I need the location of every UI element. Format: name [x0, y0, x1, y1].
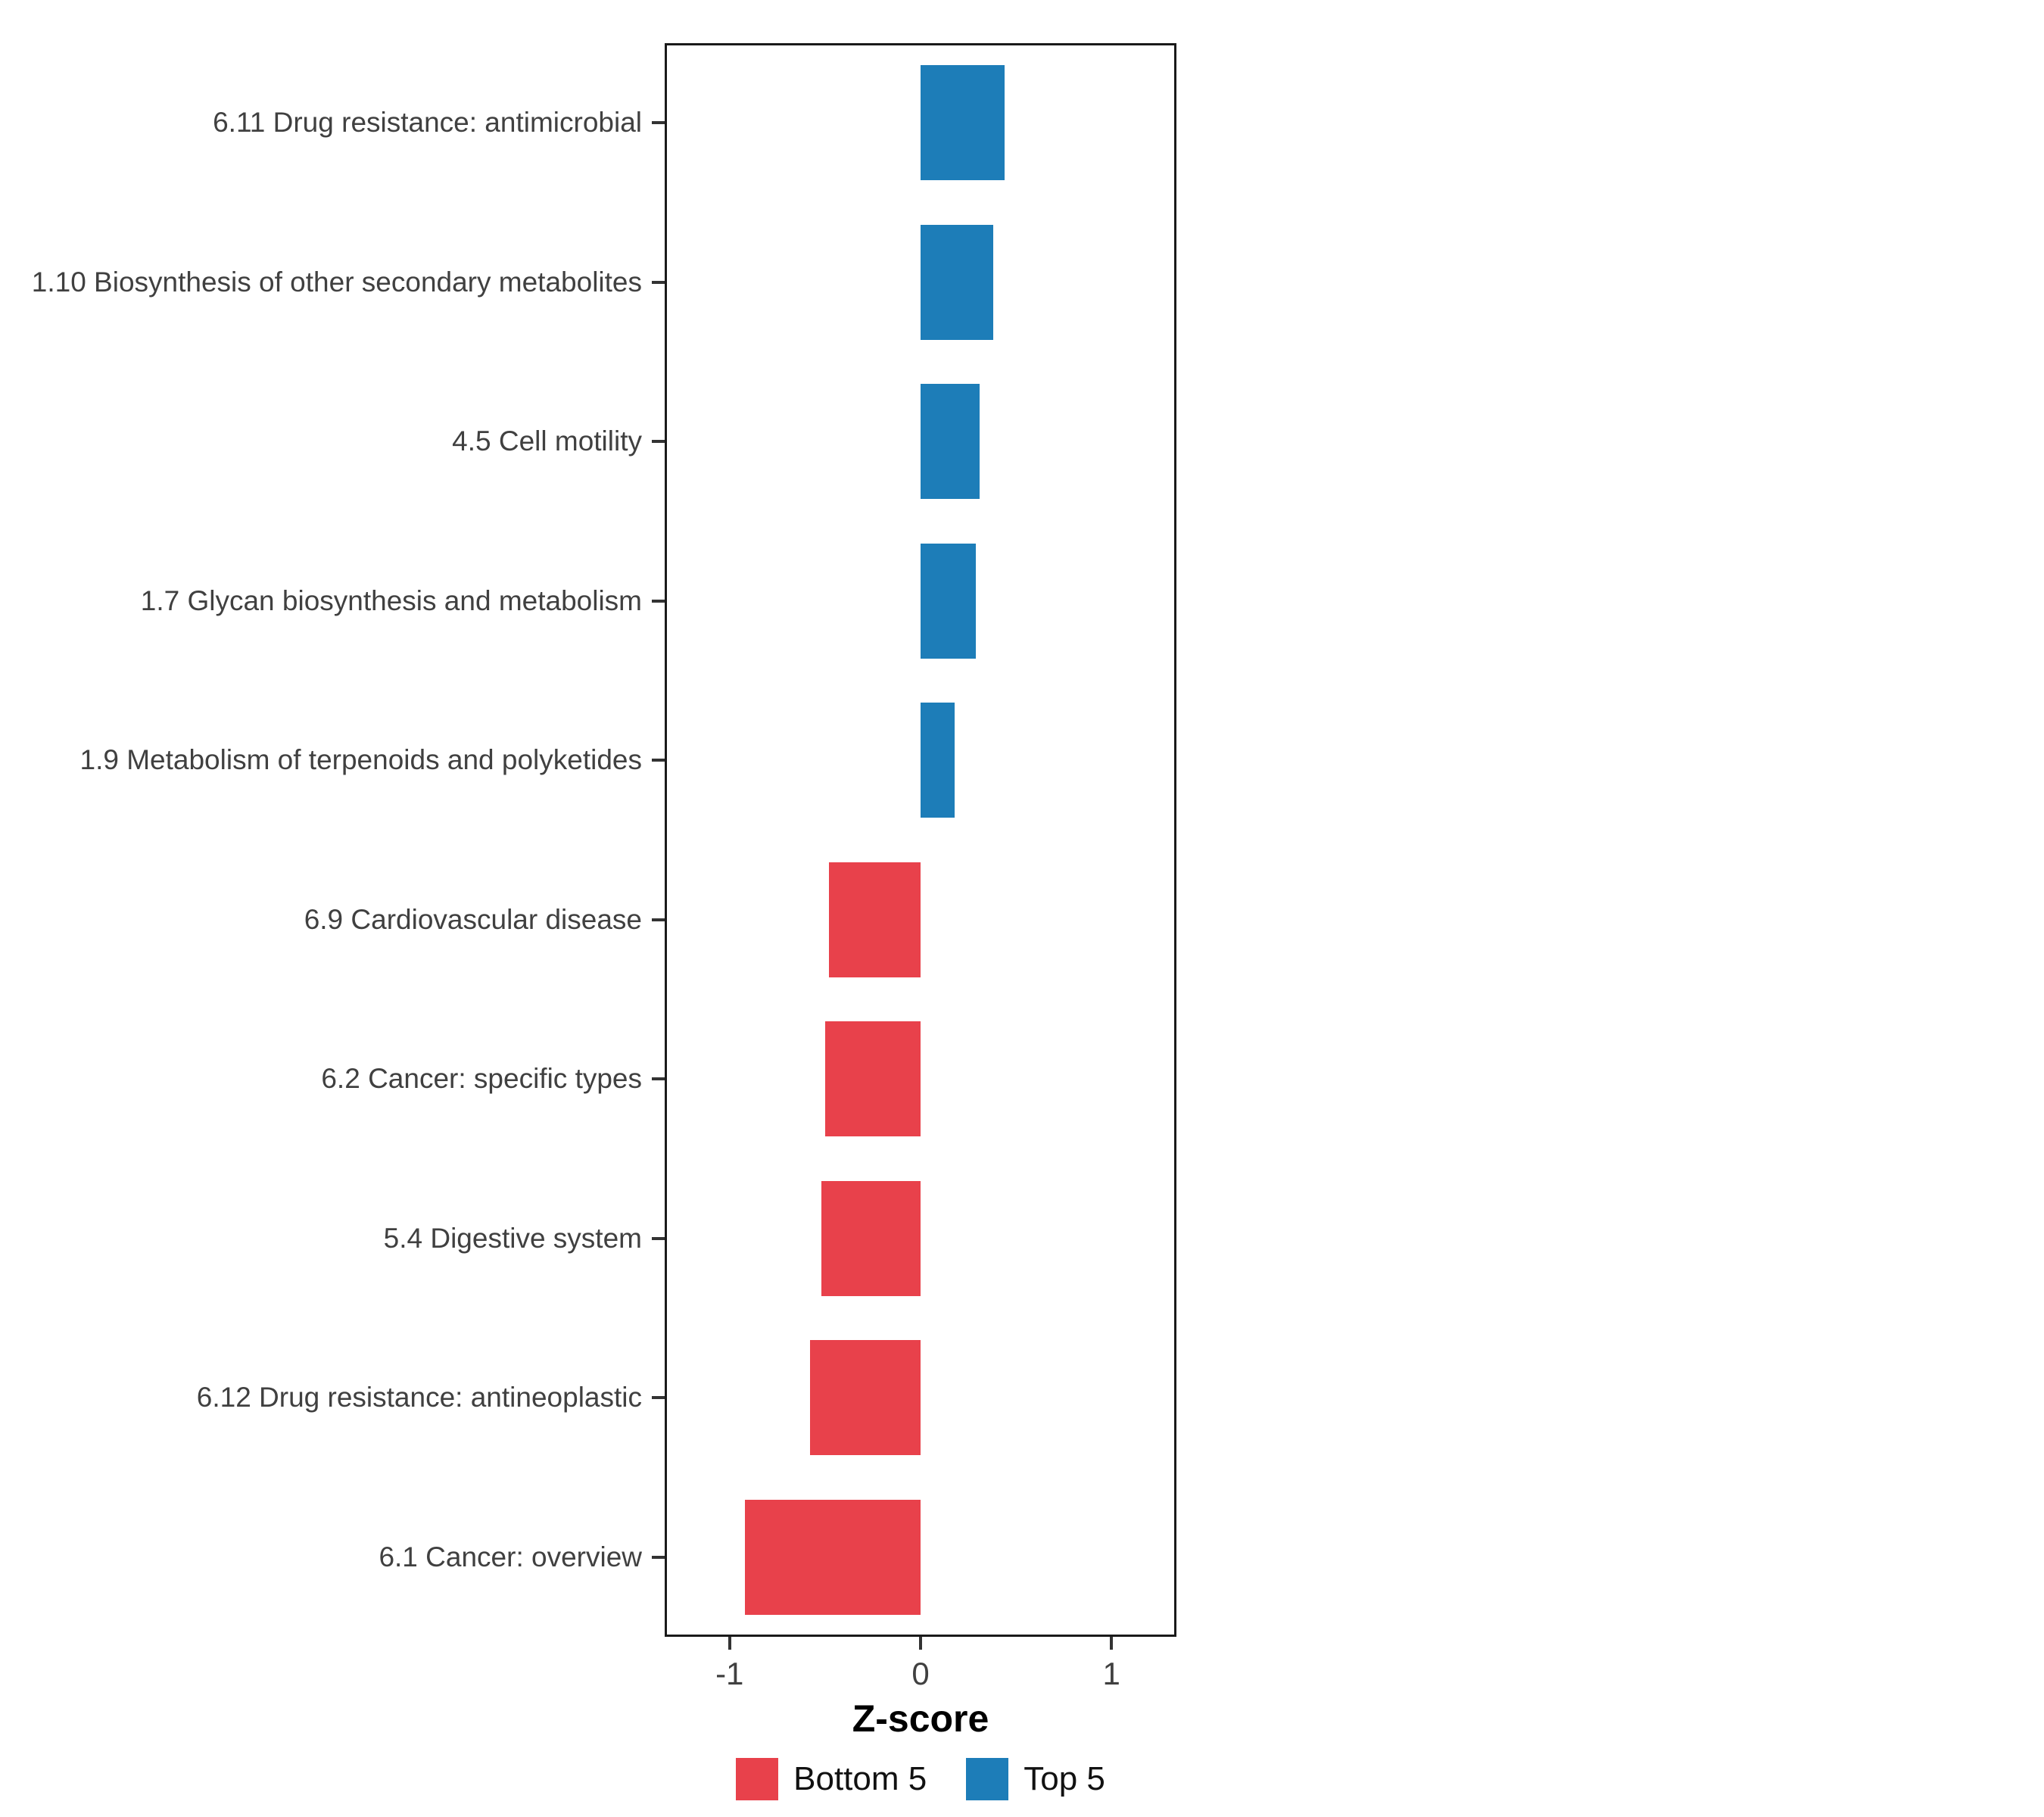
- legend-label: Bottom 5: [793, 1760, 927, 1797]
- y-axis-label: 1.9 Metabolism of terpenoids and polyket…: [79, 744, 643, 776]
- legend-entry: Top 5: [966, 1758, 1105, 1800]
- x-tick-mark: [728, 1637, 731, 1650]
- bar-bottom5: [809, 1340, 921, 1456]
- y-tick-mark: [652, 440, 665, 444]
- y-axis-label: 6.9 Cardiovascular disease: [304, 903, 642, 935]
- x-tick-mark: [1110, 1637, 1114, 1650]
- bar-bottom5: [828, 862, 921, 977]
- y-axis-label: 6.2 Cancer: specific types: [321, 1063, 642, 1095]
- bar-top5: [921, 703, 955, 818]
- y-tick-mark: [652, 1555, 665, 1559]
- plot-panel: [665, 43, 1176, 1637]
- y-tick-mark: [652, 1396, 665, 1400]
- legend-label: Top 5: [1024, 1760, 1105, 1797]
- y-tick-mark: [652, 918, 665, 921]
- y-tick-mark: [652, 759, 665, 762]
- y-axis-label: 4.5 Cell motility: [452, 425, 642, 457]
- y-tick-mark: [652, 1077, 665, 1081]
- bar-top5: [921, 224, 993, 340]
- bar-bottom5: [821, 1180, 921, 1296]
- legend-swatch: [966, 1758, 1009, 1800]
- y-axis-label: 1.7 Glycan biosynthesis and metabolism: [140, 584, 642, 616]
- y-tick-mark: [652, 121, 665, 125]
- y-tick-mark: [652, 1236, 665, 1240]
- x-tick-label: 1: [1102, 1656, 1120, 1691]
- x-tick-label: 0: [911, 1656, 930, 1691]
- x-axis-title: Z-score: [852, 1697, 989, 1740]
- legend-entry: Bottom 5: [736, 1758, 927, 1800]
- y-tick-mark: [652, 280, 665, 284]
- y-tick-mark: [652, 599, 665, 603]
- y-axis-label: 5.4 Digestive system: [383, 1222, 642, 1254]
- bar-top5: [921, 65, 1005, 181]
- bar-bottom5: [744, 1499, 921, 1615]
- y-axis-label: 6.1 Cancer: overview: [379, 1541, 642, 1572]
- bar-bottom5: [824, 1021, 921, 1137]
- y-axis-label: 6.12 Drug resistance: antineoplastic: [196, 1382, 642, 1413]
- bar-top5: [921, 543, 977, 659]
- y-axis-label: 1.10 Biosynthesis of other secondary met…: [31, 266, 642, 298]
- legend-swatch: [736, 1758, 779, 1800]
- x-tick-label: -1: [715, 1656, 744, 1691]
- x-tick-mark: [919, 1637, 922, 1650]
- legend: Bottom 5 Top 5: [665, 1758, 1176, 1800]
- bar-top5: [921, 384, 980, 500]
- y-axis-label: 6.11 Drug resistance: antimicrobial: [213, 107, 642, 139]
